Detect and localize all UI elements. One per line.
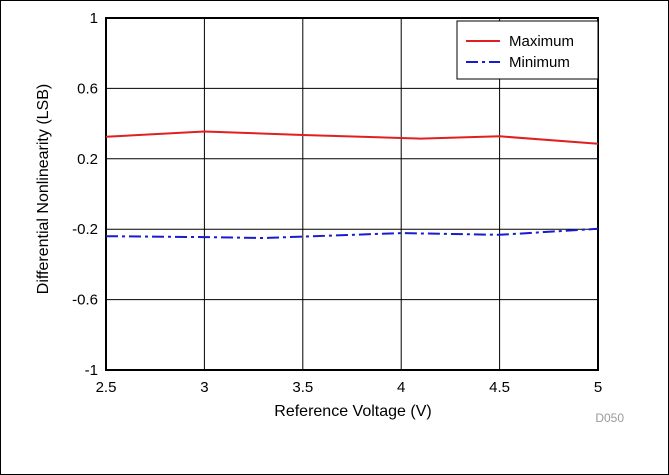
legend-label-maximum: Maximum [509, 33, 574, 50]
figure-code: D050 [595, 411, 624, 425]
y-axis-ticks: 1 0.6 0.2 -0.2 -0.6 -1 [72, 10, 98, 379]
x-tick-label: 3.5 [292, 379, 313, 396]
y-tick-label: 0.6 [77, 80, 98, 97]
x-tick-label: 4.5 [489, 379, 510, 396]
y-tick-label: 1 [90, 10, 98, 27]
series-layer [105, 130, 599, 240]
y-tick-label: -1 [85, 362, 98, 379]
legend-box [456, 20, 599, 80]
plot-area [105, 17, 599, 371]
y-tick-label: -0.2 [72, 221, 98, 238]
y-tick-label: -0.6 [72, 292, 98, 309]
legend: Maximum Minimum [456, 20, 599, 80]
x-axis-ticks: 2.5 3 3.5 4 4.5 5 [96, 379, 603, 396]
x-axis-title: Reference Voltage (V) [274, 403, 431, 420]
series-line-minimum [105, 227, 599, 240]
x-tick-label: 2.5 [96, 379, 117, 396]
y-axis-title: Differential Nonlinearity (LSB) [35, 84, 52, 294]
legend-label-minimum: Minimum [509, 54, 570, 71]
y-tick-label: 0.2 [77, 151, 98, 168]
series-line-maximum [105, 130, 599, 145]
x-tick-label: 5 [594, 379, 602, 396]
x-tick-label: 3 [200, 379, 208, 396]
x-tick-label: 4 [397, 379, 405, 396]
